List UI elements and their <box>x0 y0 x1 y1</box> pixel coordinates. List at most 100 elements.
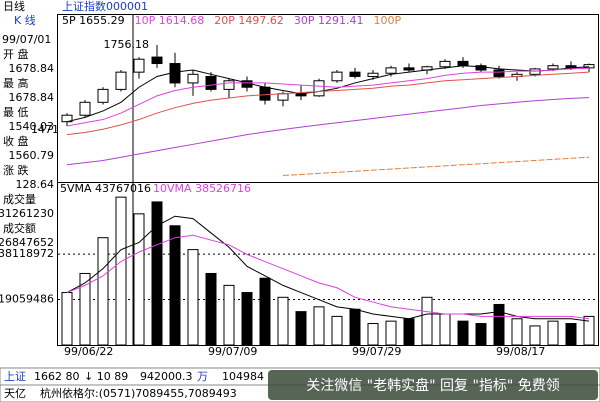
ma-line <box>66 67 590 127</box>
candle-body <box>115 71 127 90</box>
ma-line <box>282 156 590 177</box>
candle-body <box>331 71 343 82</box>
volume-bar <box>511 318 523 346</box>
volume-bar <box>79 272 91 346</box>
candle-body <box>187 73 199 84</box>
volume-bar <box>241 292 253 346</box>
legend-entry: 20P 1497.62 <box>214 14 284 27</box>
legend-entry: 100P <box>374 14 402 27</box>
candle-body <box>259 86 271 101</box>
amount: 942000.3 <box>140 370 193 383</box>
info-label: 成交量 <box>3 192 36 206</box>
info-value: 1678.84 <box>9 91 55 104</box>
candle-body <box>367 72 379 77</box>
market: 上证 <box>4 370 26 383</box>
candle-body <box>457 60 469 67</box>
volume-bar <box>493 303 505 346</box>
volume-bar <box>187 249 199 346</box>
unit: 万 <box>197 370 208 383</box>
vma-line <box>66 234 590 320</box>
info-value: 26847652 <box>0 236 54 249</box>
candle-body <box>223 80 235 90</box>
ma-line <box>66 97 590 166</box>
change: ↓ 10 89 <box>84 370 128 383</box>
info-label: 收 盘 <box>3 134 29 148</box>
source: 天亿 <box>4 387 26 400</box>
volume-bar <box>367 323 379 346</box>
volume-bar <box>565 323 577 346</box>
info-label: 开 盘 <box>3 47 29 61</box>
info-label: 最 低 <box>3 106 29 119</box>
y-tick-label: 38118972 <box>0 247 54 260</box>
period: 日线 <box>3 0 25 13</box>
volume-bar <box>205 272 217 346</box>
ma-line <box>66 71 590 136</box>
legend-entry: 10P 1614.68 <box>135 14 205 27</box>
volume-bar <box>439 313 451 346</box>
volume-bar <box>349 308 361 346</box>
volume-bar <box>277 296 289 346</box>
high-label: 1756.18 <box>104 38 150 51</box>
info-label: 成交额 <box>3 221 36 235</box>
volume-bar <box>97 237 109 346</box>
candle-body <box>385 67 397 74</box>
candle-body <box>493 69 505 77</box>
candle-body <box>205 75 217 90</box>
x-tick-label: 99/06/22 <box>64 345 113 358</box>
low-label: 1471 <box>31 123 59 136</box>
volume-bar <box>547 320 559 346</box>
legend-entry: 5P 1655.29 <box>62 14 125 27</box>
volume-bar <box>385 320 397 346</box>
watermark-bg <box>268 370 598 400</box>
info-label: 最 高 <box>3 76 29 90</box>
candle-body <box>583 64 595 69</box>
vma-line <box>66 215 590 322</box>
volume-bar <box>115 196 127 346</box>
candle-body <box>79 101 91 116</box>
volume-bar <box>583 315 595 346</box>
info-value: 1560.79 <box>9 149 55 162</box>
ma-line <box>66 65 590 123</box>
index-name: 上证指数000001 <box>62 0 148 13</box>
candle-body <box>547 65 559 70</box>
volume-bar <box>529 325 541 346</box>
volume-bar <box>151 201 163 346</box>
info-date: 99/07/01 <box>2 33 51 46</box>
candle-body <box>313 80 325 97</box>
candle-body <box>439 60 451 68</box>
legend-entry: 5VMA 43767016 <box>60 182 151 195</box>
legend-entry: 30P 1291.41 <box>294 14 364 27</box>
info-value: 31261230 <box>0 207 54 220</box>
volume-bar <box>259 277 271 346</box>
watermark: 关注微信 "老韩实盘" 回复 "指标" 免费领 <box>306 377 560 394</box>
volume-bar <box>169 225 181 346</box>
legend-entry: 10VMA 38526716 <box>153 182 251 195</box>
price: 1662 80 <box>34 370 80 383</box>
volume-bar <box>133 213 145 346</box>
volume-bar <box>421 296 433 346</box>
x-tick-label: 99/08/17 <box>496 345 545 358</box>
info-value: 1540.03 <box>9 120 55 133</box>
candle-body <box>97 88 109 103</box>
volume-bar <box>403 318 415 346</box>
y-tick-label: 19059486 <box>0 293 54 306</box>
x-tick-label: 99/07/09 <box>208 345 257 358</box>
info-value: 1678.84 <box>9 62 55 75</box>
volume-bar <box>61 292 73 346</box>
volume: 104984 <box>222 370 264 383</box>
x-tick-label: 99/07/29 <box>352 345 401 358</box>
volume-bar <box>457 320 469 346</box>
volume-bar <box>295 311 307 346</box>
volume-bar <box>313 306 325 346</box>
volume-bar <box>331 315 343 346</box>
candle-body <box>349 71 361 77</box>
volume-bar <box>475 323 487 346</box>
candle-body <box>151 56 163 65</box>
info-value: 128.64 <box>16 178 55 191</box>
chart-kind: K 线 <box>14 13 36 27</box>
candle-body <box>529 68 541 75</box>
volume-panel <box>57 182 599 346</box>
candle-body <box>133 58 145 73</box>
candle-body <box>403 67 415 71</box>
